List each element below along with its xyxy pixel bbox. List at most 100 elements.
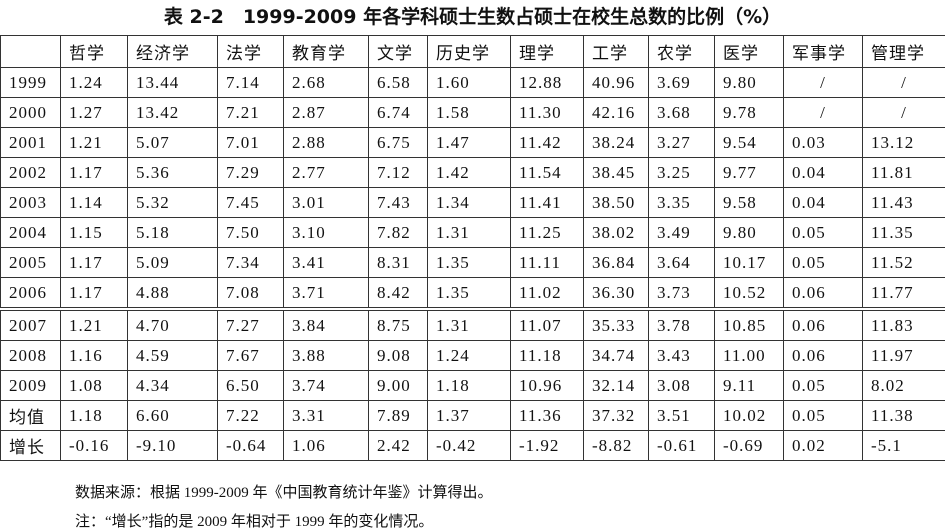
cell: 1.16 bbox=[61, 341, 128, 371]
cell: -0.16 bbox=[61, 431, 128, 461]
cell: 3.31 bbox=[284, 401, 369, 431]
cell: 6.58 bbox=[369, 68, 428, 98]
cell: 3.68 bbox=[649, 98, 715, 128]
cell: 3.84 bbox=[284, 309, 369, 341]
cell: 2.77 bbox=[284, 158, 369, 188]
cell: 0.05 bbox=[784, 248, 863, 278]
cell: 11.42 bbox=[511, 128, 584, 158]
cell: -0.64 bbox=[218, 431, 284, 461]
cell: 10.96 bbox=[511, 371, 584, 401]
cell: 1.18 bbox=[428, 371, 511, 401]
cell: -5.1 bbox=[863, 431, 945, 461]
cell: 1.34 bbox=[428, 188, 511, 218]
cell: 10.17 bbox=[715, 248, 784, 278]
cell: 3.08 bbox=[649, 371, 715, 401]
cell: 3.01 bbox=[284, 188, 369, 218]
column-header: 农学 bbox=[649, 36, 715, 68]
cell: 34.74 bbox=[584, 341, 649, 371]
cell: 1.24 bbox=[428, 341, 511, 371]
cell: 0.02 bbox=[784, 431, 863, 461]
cell: 5.32 bbox=[128, 188, 218, 218]
cell: 0.04 bbox=[784, 188, 863, 218]
cell: 1.18 bbox=[61, 401, 128, 431]
cell: 38.50 bbox=[584, 188, 649, 218]
cell: 11.97 bbox=[863, 341, 945, 371]
column-header: 经济学 bbox=[128, 36, 218, 68]
cell: -0.61 bbox=[649, 431, 715, 461]
cell: 3.71 bbox=[284, 278, 369, 310]
row-label: 2002 bbox=[1, 158, 61, 188]
cell: 32.14 bbox=[584, 371, 649, 401]
cell: 3.78 bbox=[649, 309, 715, 341]
row-label: 2001 bbox=[1, 128, 61, 158]
cell: 11.41 bbox=[511, 188, 584, 218]
cell: 9.54 bbox=[715, 128, 784, 158]
cell: 11.18 bbox=[511, 341, 584, 371]
cell: 1.06 bbox=[284, 431, 369, 461]
cell: 11.77 bbox=[863, 278, 945, 310]
cell: 11.25 bbox=[511, 218, 584, 248]
cell: 11.00 bbox=[715, 341, 784, 371]
row-label: 均值 bbox=[1, 401, 61, 431]
cell: 7.45 bbox=[218, 188, 284, 218]
cell: 13.44 bbox=[128, 68, 218, 98]
cell: 2.88 bbox=[284, 128, 369, 158]
column-header: 军事学 bbox=[784, 36, 863, 68]
cell: 1.21 bbox=[61, 128, 128, 158]
cell: 11.54 bbox=[511, 158, 584, 188]
cell: 7.34 bbox=[218, 248, 284, 278]
cell: 38.24 bbox=[584, 128, 649, 158]
cell: 1.35 bbox=[428, 278, 511, 310]
cell: -0.69 bbox=[715, 431, 784, 461]
cell: 9.11 bbox=[715, 371, 784, 401]
cell: 3.27 bbox=[649, 128, 715, 158]
cell: 13.12 bbox=[863, 128, 945, 158]
cell: 9.80 bbox=[715, 68, 784, 98]
row-label: 2009 bbox=[1, 371, 61, 401]
cell: 10.52 bbox=[715, 278, 784, 310]
footnote: 注：“增长”指的是 2009 年相对于 1999 年的变化情况。 bbox=[75, 510, 433, 531]
cell: 1.35 bbox=[428, 248, 511, 278]
cell: 1.58 bbox=[428, 98, 511, 128]
table-title: 表 2-2 1999-2009 年各学科硕士生数占硕士在校生总数的比例（%） bbox=[0, 2, 945, 29]
cell: 1.14 bbox=[61, 188, 128, 218]
cell: 0.05 bbox=[784, 401, 863, 431]
cell: 1.27 bbox=[61, 98, 128, 128]
cell: 9.08 bbox=[369, 341, 428, 371]
cell: 3.88 bbox=[284, 341, 369, 371]
column-header: 工学 bbox=[584, 36, 649, 68]
cell: 1.08 bbox=[61, 371, 128, 401]
cell: 7.08 bbox=[218, 278, 284, 310]
cell: 11.52 bbox=[863, 248, 945, 278]
cell: 11.83 bbox=[863, 309, 945, 341]
cell: 7.67 bbox=[218, 341, 284, 371]
cell: 3.73 bbox=[649, 278, 715, 310]
cell: 0.05 bbox=[784, 218, 863, 248]
cell: -1.92 bbox=[511, 431, 584, 461]
cell: 0.06 bbox=[784, 278, 863, 310]
column-header: 医学 bbox=[715, 36, 784, 68]
cell: 7.89 bbox=[369, 401, 428, 431]
cell: / bbox=[863, 98, 945, 128]
cell: 9.78 bbox=[715, 98, 784, 128]
cell: 36.84 bbox=[584, 248, 649, 278]
cell: 13.42 bbox=[128, 98, 218, 128]
cell: 6.50 bbox=[218, 371, 284, 401]
cell: 38.45 bbox=[584, 158, 649, 188]
cell: 10.02 bbox=[715, 401, 784, 431]
row-label: 2000 bbox=[1, 98, 61, 128]
cell: 3.49 bbox=[649, 218, 715, 248]
cell: 1.47 bbox=[428, 128, 511, 158]
cell: 7.50 bbox=[218, 218, 284, 248]
header-row: 哲学经济学法学教育学文学历史学理学工学农学医学军事学管理学 bbox=[1, 36, 945, 68]
column-header: 教育学 bbox=[284, 36, 369, 68]
row-label: 2007 bbox=[1, 309, 61, 341]
cell: 9.58 bbox=[715, 188, 784, 218]
column-header: 管理学 bbox=[863, 36, 945, 68]
